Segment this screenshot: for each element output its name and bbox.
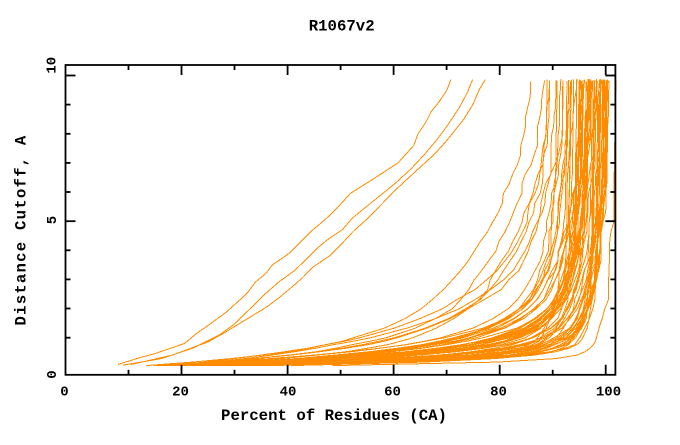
svg-text:R1067v2: R1067v2 bbox=[309, 18, 375, 36]
svg-text:Percent of Residues (CA): Percent of Residues (CA) bbox=[221, 407, 447, 425]
svg-text:0: 0 bbox=[45, 370, 61, 378]
svg-text:10: 10 bbox=[44, 57, 60, 74]
svg-text:100: 100 bbox=[596, 385, 621, 401]
svg-text:0: 0 bbox=[60, 385, 68, 401]
svg-text:20: 20 bbox=[172, 385, 189, 401]
svg-text:60: 60 bbox=[384, 385, 401, 401]
svg-text:40: 40 bbox=[280, 385, 297, 401]
svg-text:5: 5 bbox=[45, 216, 61, 224]
svg-text:80: 80 bbox=[490, 385, 507, 401]
svg-text:Distance Cutoff, A: Distance Cutoff, A bbox=[13, 134, 31, 325]
